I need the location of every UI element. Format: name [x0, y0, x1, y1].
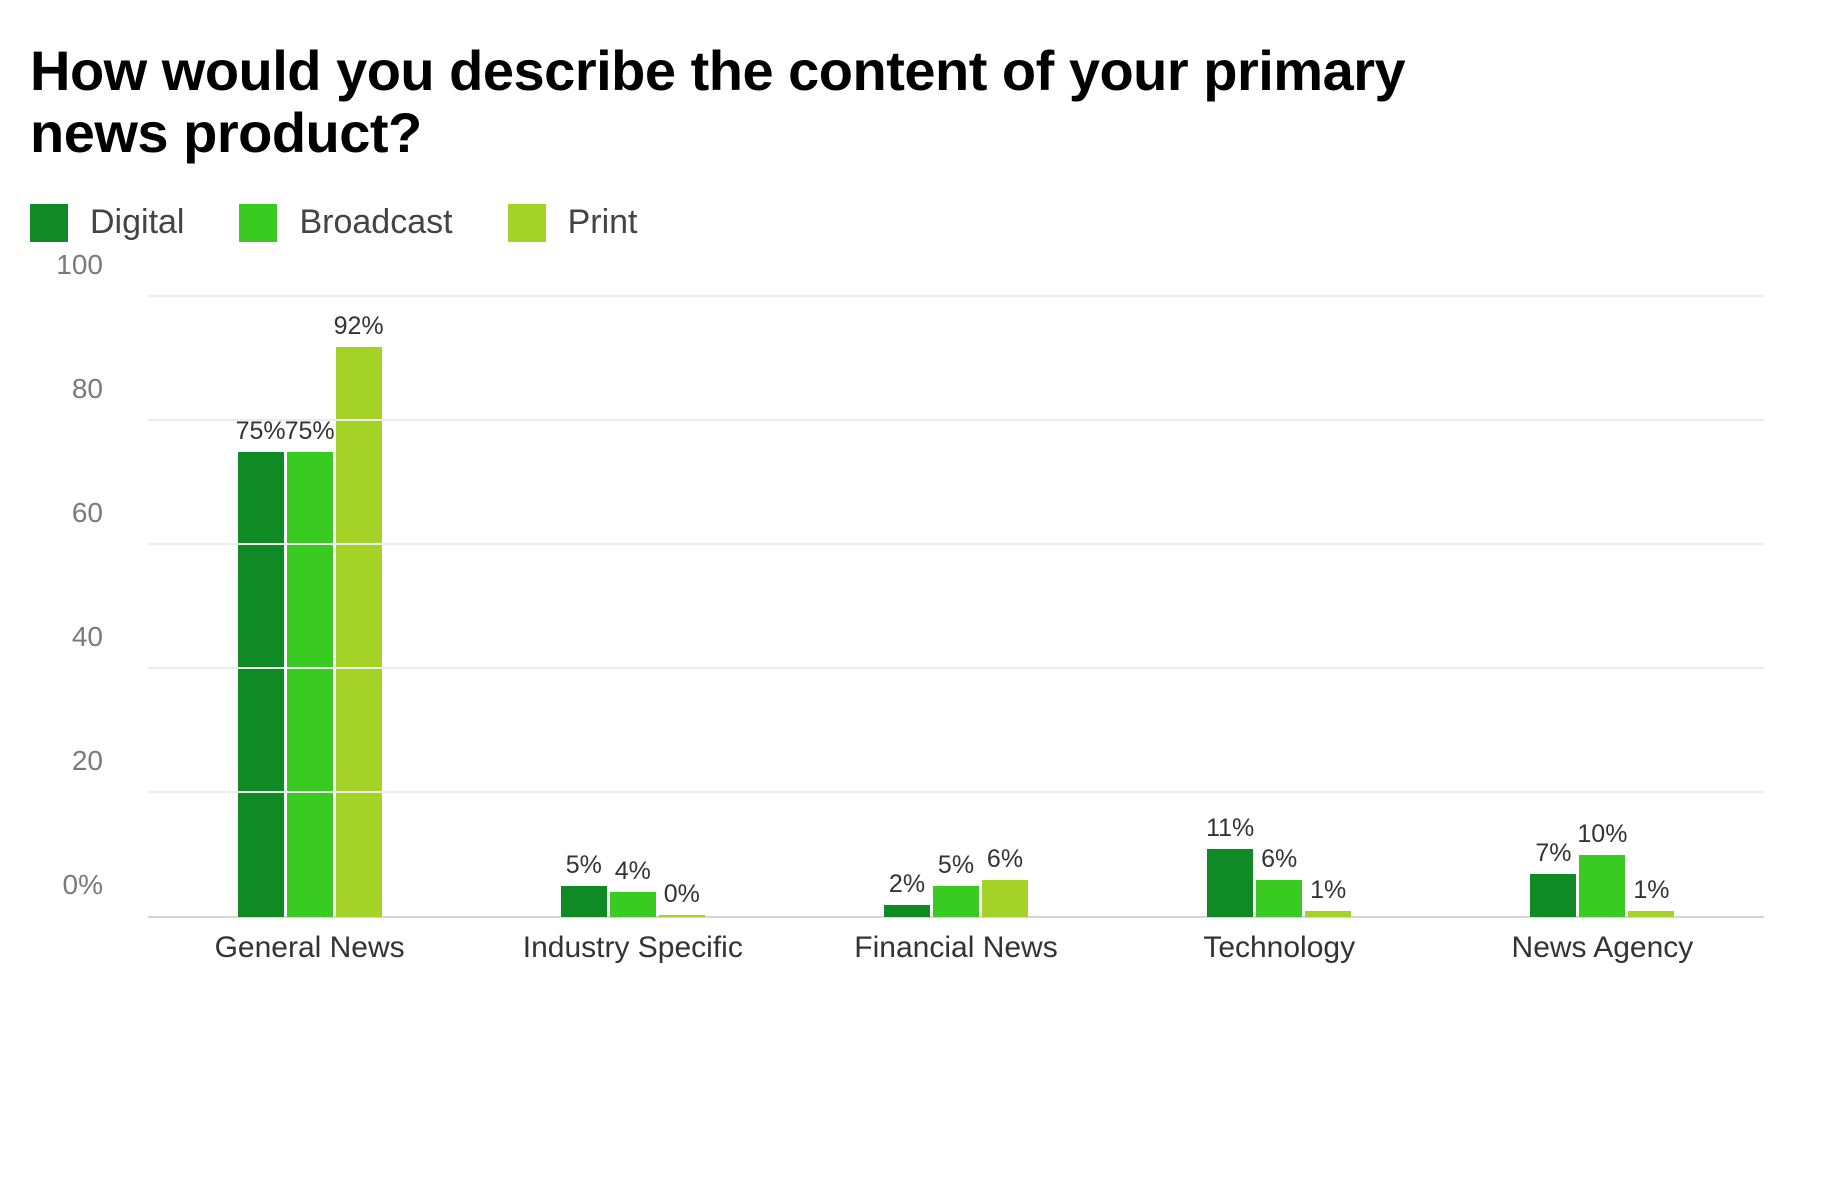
- bar-value-label: 75%: [285, 417, 335, 446]
- bar-group: 2% 5% 6%: [794, 297, 1117, 917]
- gridline: [148, 419, 1764, 421]
- legend-label-digital: Digital: [90, 203, 184, 242]
- bar-value-label: 5%: [566, 851, 602, 880]
- bar-digital: 5%: [561, 297, 607, 917]
- bar: [933, 886, 979, 917]
- bar-print: 1%: [1305, 297, 1351, 917]
- bar-value-label: 92%: [334, 312, 384, 341]
- bar: [1579, 855, 1625, 917]
- x-axis-label: News Agency: [1441, 917, 1764, 967]
- bar-digital: 2%: [884, 297, 930, 917]
- y-tick-label: 0%: [63, 869, 138, 901]
- y-tick-label: 80: [72, 373, 138, 405]
- bar-broadcast: 5%: [933, 297, 979, 917]
- bar-value-label: 10%: [1577, 820, 1627, 849]
- legend: Digital Broadcast Print: [30, 203, 1794, 242]
- y-tick-label: 20: [72, 745, 138, 777]
- gridline: [148, 667, 1764, 669]
- x-axis-labels: General NewsIndustry SpecificFinancial N…: [148, 917, 1764, 967]
- bar: [610, 892, 656, 917]
- bar: [884, 905, 930, 917]
- bar-value-label: 2%: [889, 870, 925, 899]
- bar-value-label: 11%: [1206, 814, 1254, 843]
- bar-broadcast: 10%: [1579, 297, 1625, 917]
- bar-value-label: 7%: [1535, 839, 1571, 868]
- bar-digital: 7%: [1530, 297, 1576, 917]
- bar-print: 6%: [982, 297, 1028, 917]
- x-axis-label: General News: [148, 917, 471, 967]
- bar: [1530, 874, 1576, 917]
- bar-print: 1%: [1628, 297, 1674, 917]
- bar-value-label: 1%: [1310, 876, 1346, 905]
- bar-value-label: 0%: [664, 880, 700, 909]
- chart-title: How would you describe the content of yo…: [30, 40, 1410, 163]
- x-axis-label: Industry Specific: [471, 917, 794, 967]
- bar-group: 5% 4% 0%: [471, 297, 794, 917]
- legend-label-print: Print: [568, 203, 638, 242]
- bar-value-label: 6%: [1261, 845, 1297, 874]
- y-tick-label: 60: [72, 497, 138, 529]
- y-tick-label: 100: [56, 249, 138, 281]
- bar: [982, 880, 1028, 917]
- bar-value-label: 1%: [1633, 876, 1669, 905]
- x-axis-label: Financial News: [794, 917, 1117, 967]
- legend-item-digital: Digital: [30, 203, 184, 242]
- bar-print: 0%: [659, 297, 705, 917]
- x-axis-label: Technology: [1118, 917, 1441, 967]
- chart-area: 75%75%92%5%4%0%2%5%6%11%6%1%7%10%1% Gene…: [130, 297, 1764, 967]
- bar-group: 7%10%1%: [1441, 297, 1764, 917]
- gridline: [148, 295, 1764, 297]
- legend-item-broadcast: Broadcast: [239, 203, 452, 242]
- bar-value-label: 75%: [236, 417, 286, 446]
- legend-label-broadcast: Broadcast: [299, 203, 452, 242]
- legend-item-print: Print: [508, 203, 638, 242]
- bar-broadcast: 4%: [610, 297, 656, 917]
- bar-group: 11%6% 1%: [1118, 297, 1441, 917]
- gridline: [148, 791, 1764, 793]
- chart-container: How would you describe the content of yo…: [0, 0, 1824, 967]
- bar-groups: 75%75%92%5%4%0%2%5%6%11%6%1%7%10%1%: [148, 297, 1764, 917]
- bar: [287, 452, 333, 917]
- plot-region: 75%75%92%5%4%0%2%5%6%11%6%1%7%10%1%: [148, 297, 1764, 917]
- swatch-digital: [30, 204, 68, 242]
- bar: [336, 347, 382, 917]
- bar-broadcast: 75%: [287, 297, 333, 917]
- bar-broadcast: 6%: [1256, 297, 1302, 917]
- gridline: [148, 543, 1764, 545]
- bar: [238, 452, 284, 917]
- bar: [561, 886, 607, 917]
- swatch-broadcast: [239, 204, 277, 242]
- y-tick-label: 40: [72, 621, 138, 653]
- bar-value-label: 4%: [615, 857, 651, 886]
- swatch-print: [508, 204, 546, 242]
- bar-value-label: 6%: [987, 845, 1023, 874]
- bar: [1256, 880, 1302, 917]
- bar-digital: 75%: [238, 297, 284, 917]
- bar-print: 92%: [336, 297, 382, 917]
- bar-group: 75%75% 92%: [148, 297, 471, 917]
- bar: [1207, 849, 1253, 917]
- bar-digital: 11%: [1207, 297, 1253, 917]
- bar-value-label: 5%: [938, 851, 974, 880]
